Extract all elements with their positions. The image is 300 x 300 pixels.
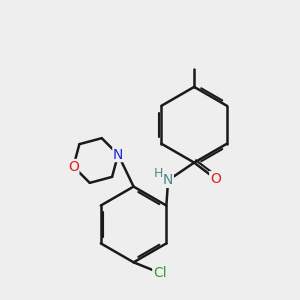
Text: O: O <box>210 172 220 186</box>
Text: N: N <box>113 148 123 161</box>
Text: O: O <box>68 160 79 173</box>
Text: N: N <box>163 173 173 187</box>
Text: Cl: Cl <box>153 266 166 280</box>
Text: H: H <box>154 167 164 181</box>
